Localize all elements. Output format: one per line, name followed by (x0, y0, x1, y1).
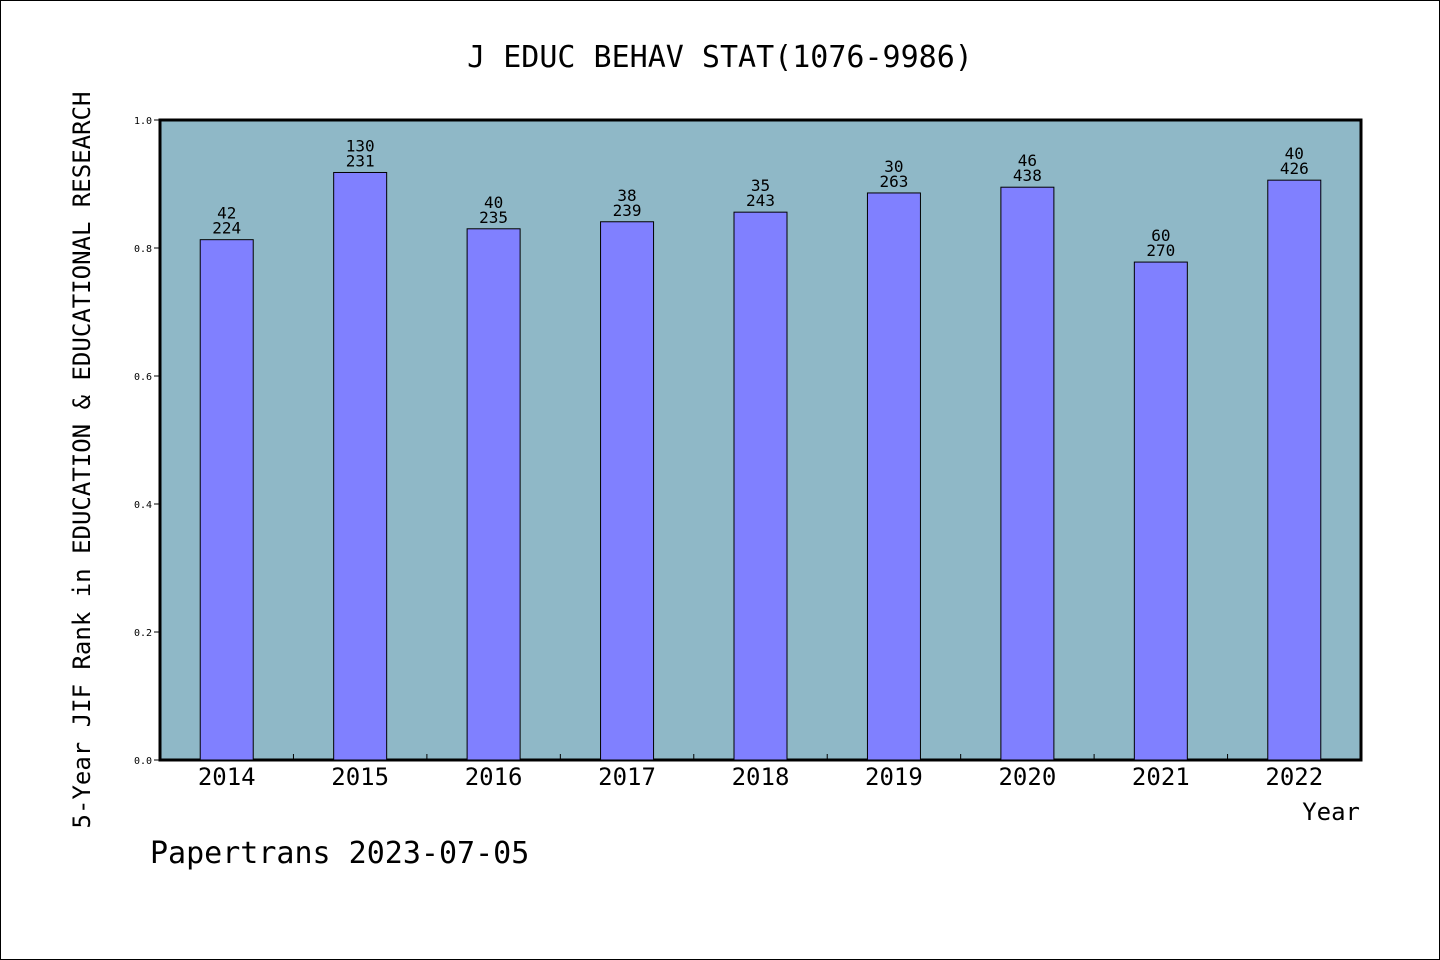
y-tick-label-0.0: 0.0 (134, 756, 152, 767)
y-tick-label-0.8: 0.8 (134, 244, 152, 255)
data-label-total-2022: 426 (1280, 159, 1309, 178)
data-label-total-2017: 239 (613, 201, 642, 220)
data-label-rank-2019: 30 (884, 157, 903, 176)
y-tick-label-0.2: 0.2 (134, 628, 152, 639)
y-tick-label-0.6: 0.6 (134, 372, 152, 383)
chart-title: J EDUC BEHAV STAT(1076-9986) (467, 40, 973, 75)
y-tick-label-1.0: 1.0 (134, 116, 152, 127)
x-tick-label-2020: 2020 (998, 763, 1056, 791)
bar-2020 (1000, 186, 1055, 761)
x-tick-label-2015: 2015 (331, 763, 389, 791)
bars-group: 4222413023140235382393524330263464386027… (199, 136, 1322, 761)
footer-credit: Papertrans 2023-07-05 (150, 836, 529, 871)
y-tick-label-0.4: 0.4 (134, 500, 152, 511)
data-label-total-2014: 224 (212, 219, 241, 238)
data-label-rank-2015: 130 (346, 136, 375, 155)
data-label-rank-2016: 40 (484, 193, 503, 212)
x-tick-label-2021: 2021 (1132, 763, 1190, 791)
data-label-total-2020: 438 (1013, 166, 1042, 185)
x-tick-label-2022: 2022 (1265, 763, 1323, 791)
data-label-total-2019: 263 (879, 172, 908, 191)
bar-2017 (600, 221, 655, 761)
x-tick-label-2014: 2014 (198, 763, 256, 791)
data-label-total-2021: 270 (1146, 241, 1175, 260)
data-label-total-2016: 235 (479, 208, 508, 227)
data-label-rank-2018: 35 (751, 176, 770, 195)
bar-2015 (333, 171, 388, 761)
y-axis-label: 5-Year JIF Rank in EDUCATION & EDUCATION… (68, 92, 96, 829)
bar-2019 (866, 192, 921, 761)
bar-2018 (733, 211, 788, 761)
data-label-rank-2022: 40 (1285, 144, 1304, 163)
bar-2014 (199, 239, 254, 761)
data-label-rank-2021: 60 (1151, 226, 1170, 245)
data-label-total-2018: 243 (746, 191, 775, 210)
data-label-rank-2014: 42 (217, 204, 236, 223)
data-label-rank-2017: 38 (617, 186, 636, 205)
x-ticks-group: 2014 2015 2016 2017 2018 2019 2020 2021 2022 (198, 754, 1323, 791)
data-label-total-2015: 231 (346, 151, 375, 170)
bar-2021 (1133, 261, 1188, 761)
x-tick-label-2019: 2019 (865, 763, 923, 791)
x-axis-label: Year (1302, 798, 1360, 826)
y-ticks-group: 0.0 0.2 0.4 0.6 0.8 1.0 (134, 116, 160, 767)
x-tick-label-2018: 2018 (732, 763, 790, 791)
bar-2016 (466, 228, 521, 761)
bar-2022 (1267, 179, 1322, 761)
x-tick-label-2017: 2017 (598, 763, 656, 791)
x-tick-label-2016: 2016 (465, 763, 523, 791)
data-label-rank-2020: 46 (1018, 151, 1037, 170)
